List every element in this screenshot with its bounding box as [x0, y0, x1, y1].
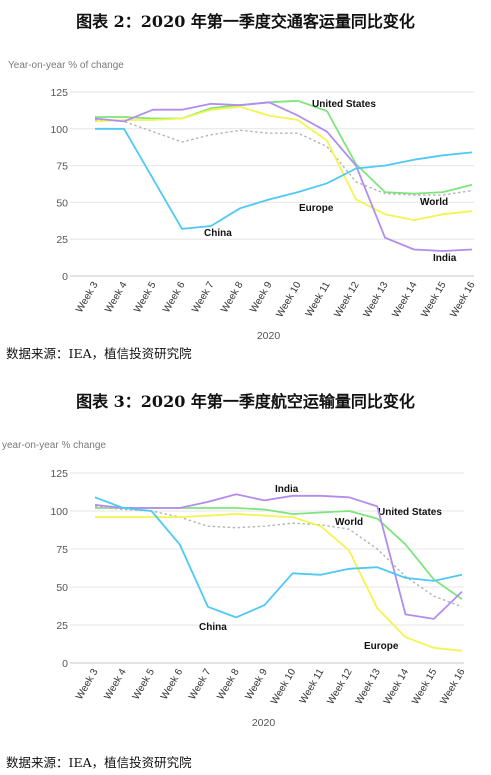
series-label-china: China: [199, 622, 227, 633]
series-line-united-states: [95, 507, 463, 600]
y-tick-label: 125: [50, 468, 68, 480]
series-label-world: World: [420, 197, 448, 208]
series-label-united-states: United States: [378, 507, 442, 518]
x-tick-label: Week 4: [103, 280, 130, 315]
x-tick-label: Week 11: [298, 667, 327, 706]
chart-1-source: 数据来源：IEA，植信投资研究院: [6, 346, 192, 361]
x-tick-label: Week 14: [382, 667, 411, 707]
chart-2-caption: 图表 3：2020 年第一季度航空运输量同比变化: [76, 392, 415, 411]
series-label-europe: Europe: [299, 203, 334, 214]
y-axis-label: Year-on-year % of change: [8, 60, 124, 71]
series-line-india: [94, 101, 473, 252]
chart-1-caption: 图表 2：2020 年第一季度交通客运量同比变化: [76, 12, 415, 31]
x-tick-label: Week 3: [74, 280, 101, 315]
x-tick-label: Week 15: [419, 280, 448, 320]
x-tick-label: Week 15: [410, 667, 439, 707]
y-axis-label: year-on-year % change: [2, 440, 106, 451]
series-label-united-states: United States: [312, 99, 376, 110]
x-tick-label: Week 6: [159, 667, 186, 702]
x-tick-label: Week 6: [161, 280, 188, 315]
series-line-europe: [94, 105, 473, 222]
x-tick-label: Week 14: [390, 280, 419, 320]
series-line-world: [94, 119, 473, 196]
series-label-india: India: [433, 253, 457, 264]
x-axis-label: 2020: [252, 717, 276, 729]
x-tick-label: Week 10: [269, 667, 298, 707]
x-tick-label: Week 16: [438, 667, 467, 707]
y-tick-label: 0: [62, 271, 68, 283]
x-tick-label: Week 16: [448, 280, 477, 320]
series-label-china: China: [204, 228, 232, 239]
series-label-india: India: [275, 484, 299, 495]
y-tick-label: 100: [50, 506, 68, 518]
series-line-united-states: [95, 99, 473, 195]
x-tick-label: Week 11: [304, 280, 333, 319]
y-tick-label: 125: [50, 87, 68, 99]
x-tick-label: Week 12: [332, 280, 361, 320]
series-line-china: [94, 496, 463, 619]
series-line-china: [95, 127, 473, 230]
chart-2-source: 数据来源：IEA，植信投资研究院: [6, 755, 192, 770]
y-tick-label: 0: [62, 658, 68, 670]
x-tick-label: Week 3: [74, 667, 101, 702]
series-label-europe: Europe: [364, 641, 399, 652]
x-tick-label: Week 9: [244, 667, 271, 702]
y-tick-label: 50: [56, 197, 68, 209]
x-tick-label: Week 13: [354, 667, 383, 707]
x-tick-label: Week 12: [326, 667, 355, 707]
chart-1: Year-on-year % of change 0 25 50 75 100 125 Wee…: [8, 60, 478, 342]
series-line-india: [94, 493, 463, 620]
x-tick-label: Week 5: [131, 667, 158, 702]
x-tick-label: Week 5: [132, 280, 159, 315]
x-axis-label: 2020: [257, 330, 281, 342]
x-tick-label: Week 4: [102, 667, 129, 702]
x-tick-label: Week 7: [190, 280, 217, 315]
y-tick-label: 100: [50, 124, 68, 136]
x-tick-label: Week 13: [361, 280, 390, 320]
y-tick-label: 75: [56, 161, 68, 173]
x-tick-label: Week 9: [248, 280, 275, 315]
x-tick-label: Week 7: [187, 667, 214, 702]
series-line-europe: [95, 513, 463, 652]
chart-2: year-on-year % change 0 25 50 75 100 125 Week 3…: [2, 440, 468, 729]
y-tick-label: 25: [56, 620, 68, 632]
y-tick-label: 75: [56, 544, 68, 556]
series-label-world: World: [335, 517, 363, 528]
x-tick-label: Week 10: [274, 280, 303, 320]
series-line-world: [94, 505, 463, 608]
y-tick-label: 25: [56, 234, 68, 246]
x-tick-label: Week 8: [219, 280, 246, 315]
x-tick-label: Week 8: [215, 667, 242, 702]
y-tick-label: 50: [56, 582, 68, 594]
